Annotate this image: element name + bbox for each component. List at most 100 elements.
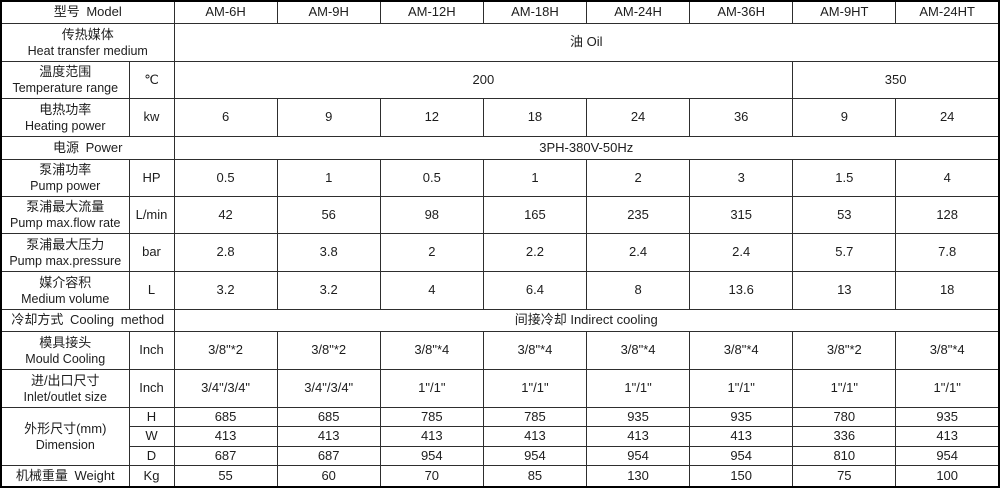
value-cell: 413	[895, 425, 1000, 447]
value-cell: 4	[379, 270, 484, 310]
value-cell: 70	[379, 464, 484, 488]
row-label-dimension: 外形尺寸(mm) Dimension	[0, 406, 130, 466]
value-cell: 7.8	[895, 232, 1000, 272]
merged-value-cell: 3PH-380V-50Hz	[173, 135, 1000, 160]
row-label-medium-volume: 媒介容积 Medium volume	[0, 270, 130, 310]
value-cell: 3/8"*2	[792, 330, 897, 370]
table-row-medium-volume: 媒介容积 Medium volume L 3.2 3.2 4 6.4 8 13.…	[0, 270, 1000, 310]
table-row-heating-power: 电热功率 Heating power kw 6 9 12 18 24 36 9 …	[0, 97, 1000, 137]
value-cell: 0.5	[173, 158, 278, 197]
model-header: AM-24HT	[895, 0, 1000, 24]
value-cell: 1	[482, 158, 588, 197]
table-row-inlet-outlet: 进/出口尺寸 Inlet/outlet size Inch 3/4"/3/4" …	[0, 368, 1000, 408]
row-label-heat-medium: 传热媒体 Heat transfer medium	[0, 22, 175, 62]
merged-value-cell: 200	[173, 60, 794, 99]
value-cell: 165	[482, 195, 588, 234]
table-row-pump-flow: 泵浦最大流量 Pump max.flow rate L/min 42 56 98…	[0, 195, 1000, 234]
model-header: AM-6H	[173, 0, 278, 24]
value-cell: 2.2	[482, 232, 588, 272]
value-cell: 150	[689, 464, 794, 488]
row-label-temperature: 温度范围 Temperature range	[0, 60, 130, 99]
value-cell: 954	[379, 445, 484, 466]
label-zh: 泵浦最大流量	[26, 199, 105, 214]
value-cell: 18	[482, 97, 588, 137]
value-cell: 12	[379, 97, 484, 137]
value-cell: 413	[276, 425, 381, 447]
label-en: Inlet/outlet size	[23, 389, 107, 404]
value-cell: 1"/1"	[585, 368, 691, 408]
table-row-dimension-d: D 687 687 954 954 954 954 810 954	[1, 445, 1000, 466]
value-cell: 3.2	[276, 270, 381, 310]
label-zh: 进/出口尺寸	[30, 372, 100, 388]
value-cell: 56	[276, 195, 381, 234]
value-cell: 24	[895, 97, 1000, 137]
value-cell: 98	[379, 195, 484, 234]
table-row-model: 型号 Model AM-6H AM-9H AM-12H AM-18H AM-24…	[0, 0, 1000, 24]
model-header: AM-12H	[379, 0, 484, 24]
value-cell: 53	[792, 195, 897, 234]
row-label-pump-pressure: 泵浦最大压力 Pump max.pressure	[0, 232, 130, 272]
unit-cell: bar	[128, 232, 175, 272]
unit-cell: HP	[128, 158, 175, 197]
value-cell: 42	[173, 195, 278, 234]
value-cell: 9	[276, 97, 381, 137]
value-cell: 1"/1"	[379, 368, 484, 408]
value-cell: 2	[585, 158, 691, 197]
label-zh: 泵浦功率	[39, 162, 92, 177]
value-cell: 8	[585, 270, 691, 310]
value-cell: 954	[585, 445, 691, 466]
value-cell: 935	[895, 406, 1000, 427]
value-cell: 935	[689, 406, 794, 427]
table-row-pump-pressure: 泵浦最大压力 Pump max.pressure bar 2.8 3.8 2 2…	[0, 232, 1000, 272]
value-cell: 3.2	[173, 270, 278, 310]
table-row-temperature: 温度范围 Temperature range ℃ 200 350	[0, 60, 1000, 99]
value-cell: 3/8"*4	[895, 330, 1000, 370]
value-cell: 1	[276, 158, 381, 197]
value-cell: 3/4"/3/4"	[276, 368, 381, 408]
row-label-pump-flow: 泵浦最大流量 Pump max.flow rate	[0, 195, 130, 234]
label-zh: 外形尺寸(mm)	[24, 420, 107, 436]
value-cell: 60	[276, 464, 381, 488]
value-cell: 810	[792, 445, 897, 466]
row-label-mould-cooling: 模具接头 Mould Cooling	[0, 330, 130, 370]
value-cell: 130	[585, 464, 691, 488]
label-en: Pump max.flow rate	[10, 216, 121, 230]
unit-cell: W	[128, 425, 175, 447]
value-cell: 413	[585, 425, 691, 447]
table-row-cooling-method: 冷却方式 Cooling method 间接冷却 Indirect coolin…	[0, 308, 1000, 332]
merged-value-cell: 油 Oil	[173, 22, 1000, 62]
value-cell: 85	[482, 464, 588, 488]
value-cell: 36	[689, 97, 794, 137]
value-cell: 2.4	[585, 232, 691, 272]
value-cell: 4	[895, 158, 1000, 197]
value-cell: 2.8	[173, 232, 278, 272]
unit-cell: D	[128, 445, 175, 466]
value-cell: 75	[792, 464, 897, 488]
unit-cell: H	[128, 406, 175, 427]
value-cell: 3.8	[276, 232, 381, 272]
label-zh: 传热媒体	[61, 26, 114, 42]
value-cell: 413	[173, 425, 278, 447]
model-header: AM-36H	[689, 0, 794, 24]
label-en: Mould Cooling	[25, 351, 106, 366]
model-header: AM-9HT	[792, 0, 897, 24]
value-cell: 954	[895, 445, 1000, 466]
label-en: Pump power	[30, 179, 101, 193]
value-cell: 3/8"*2	[173, 330, 278, 370]
value-cell: 128	[895, 195, 1000, 234]
unit-cell: Kg	[128, 464, 175, 488]
row-label-model: 型号 Model	[0, 0, 175, 24]
value-cell: 315	[689, 195, 794, 234]
value-cell: 1"/1"	[895, 368, 1000, 408]
value-cell: 2.4	[689, 232, 794, 272]
merged-value-cell: 间接冷却 Indirect cooling	[173, 308, 1000, 332]
merged-value-cell: 350	[792, 60, 1000, 99]
label-en: Temperature range	[12, 81, 119, 95]
value-cell: 18	[895, 270, 1000, 310]
label-zh: 泵浦最大压力	[26, 236, 105, 252]
label-zh: 温度范围	[39, 64, 92, 79]
value-cell: 336	[792, 425, 897, 447]
value-cell: 687	[173, 445, 278, 466]
table-row-dimension-w: W 413 413 413 413 413 413 336 413	[1, 425, 1000, 447]
